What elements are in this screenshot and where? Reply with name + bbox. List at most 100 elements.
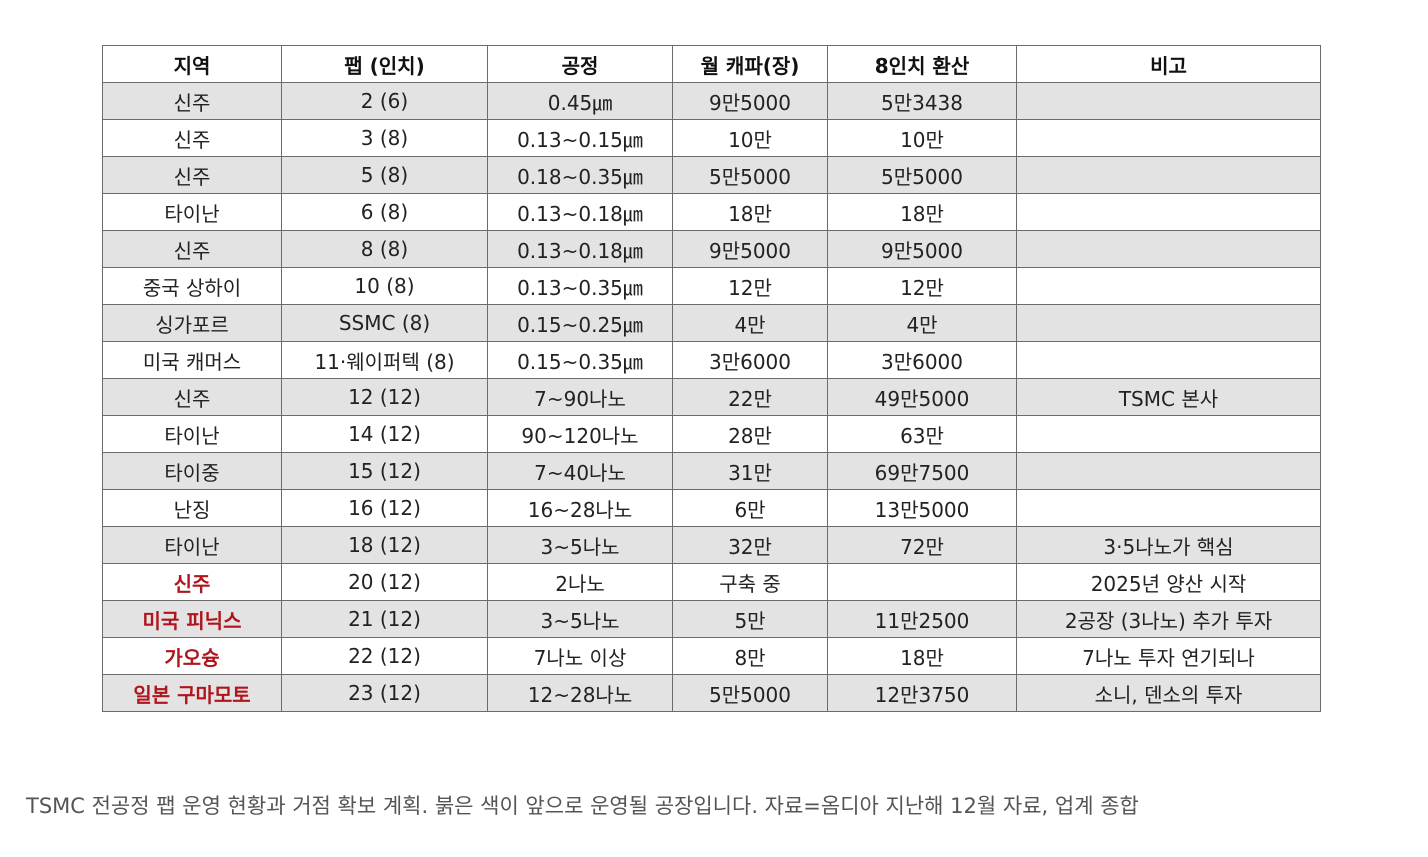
table-header-row: 지역 팹 (인치) 공정 월 캐파(장) 8인치 환산 비고 xyxy=(102,45,1321,83)
table-row: 신주 5 (8) 0.18~0.35㎛ 5만5000 5만5000 xyxy=(102,156,1321,194)
cell-8inch-equivalent: 49만5000 xyxy=(827,378,1017,416)
cell-region: 신주 xyxy=(102,119,282,157)
cell-fab: 3 (8) xyxy=(281,119,488,157)
cell-fab: SSMC (8) xyxy=(281,304,488,342)
cell-capacity: 9만5000 xyxy=(672,82,828,120)
cell-8inch-equivalent: 3만6000 xyxy=(827,341,1017,379)
cell-8inch-equivalent: 11만2500 xyxy=(827,600,1017,638)
cell-note: TSMC 본사 xyxy=(1016,378,1321,416)
cell-capacity: 8만 xyxy=(672,637,828,675)
cell-capacity: 12만 xyxy=(672,267,828,305)
cell-region: 신주 xyxy=(102,82,282,120)
cell-note xyxy=(1016,193,1321,231)
cell-region: 미국 캐머스 xyxy=(102,341,282,379)
cell-8inch-equivalent: 5만5000 xyxy=(827,156,1017,194)
cell-note xyxy=(1016,452,1321,490)
header-note: 비고 xyxy=(1016,45,1321,83)
cell-capacity: 32만 xyxy=(672,526,828,564)
cell-fab: 12 (12) xyxy=(281,378,488,416)
cell-region: 신주 xyxy=(102,378,282,416)
table-row: 일본 구마모토 23 (12) 12~28나노 5만5000 12만3750 소니, 덴소… xyxy=(102,674,1321,712)
table-row: 타이난 18 (12) 3~5나노 32만 72만 3·5나노가 핵심 xyxy=(102,526,1321,564)
cell-region: 신주 xyxy=(102,563,282,601)
header-process: 공정 xyxy=(487,45,673,83)
cell-region: 싱가포르 xyxy=(102,304,282,342)
cell-capacity: 28만 xyxy=(672,415,828,453)
cell-fab: 20 (12) xyxy=(281,563,488,601)
cell-process: 7~40나노 xyxy=(487,452,673,490)
cell-8inch-equivalent: 18만 xyxy=(827,637,1017,675)
table-row: 신주 20 (12) 2나노 구축 중 2025년 양산 시작 xyxy=(102,563,1321,601)
cell-note xyxy=(1016,267,1321,305)
cell-8inch-equivalent: 69만7500 xyxy=(827,452,1017,490)
cell-process: 16~28나노 xyxy=(487,489,673,527)
cell-fab: 18 (12) xyxy=(281,526,488,564)
cell-fab: 8 (8) xyxy=(281,230,488,268)
cell-process: 0.13~0.15㎛ xyxy=(487,119,673,157)
cell-process: 3~5나노 xyxy=(487,600,673,638)
table-row: 신주 2 (6) 0.45㎛ 9만5000 5만3438 xyxy=(102,82,1321,120)
cell-note: 2공장 (3나노) 추가 투자 xyxy=(1016,600,1321,638)
cell-8inch-equivalent: 5만3438 xyxy=(827,82,1017,120)
cell-8inch-equivalent: 72만 xyxy=(827,526,1017,564)
cell-process: 12~28나노 xyxy=(487,674,673,712)
cell-fab: 2 (6) xyxy=(281,82,488,120)
cell-region: 난징 xyxy=(102,489,282,527)
table-row: 타이난 6 (8) 0.13~0.18㎛ 18만 18만 xyxy=(102,193,1321,231)
cell-process: 0.15~0.35㎛ xyxy=(487,341,673,379)
cell-note: 7나노 투자 연기되나 xyxy=(1016,637,1321,675)
cell-capacity: 3만6000 xyxy=(672,341,828,379)
cell-8inch-equivalent: 12만3750 xyxy=(827,674,1017,712)
cell-8inch-equivalent: 10만 xyxy=(827,119,1017,157)
cell-note xyxy=(1016,415,1321,453)
cell-process: 2나노 xyxy=(487,563,673,601)
cell-8inch-equivalent: 12만 xyxy=(827,267,1017,305)
cell-capacity: 9만5000 xyxy=(672,230,828,268)
cell-region: 중국 상하이 xyxy=(102,267,282,305)
cell-capacity: 18만 xyxy=(672,193,828,231)
table-row: 미국 피닉스 21 (12) 3~5나노 5만 11만2500 2공장 (3나노) 추가 … xyxy=(102,600,1321,638)
cell-process: 0.15~0.25㎛ xyxy=(487,304,673,342)
cell-process: 0.18~0.35㎛ xyxy=(487,156,673,194)
cell-process: 0.13~0.18㎛ xyxy=(487,193,673,231)
table-row: 타이중 15 (12) 7~40나노 31만 69만7500 xyxy=(102,452,1321,490)
cell-capacity: 31만 xyxy=(672,452,828,490)
cell-note: 소니, 덴소의 투자 xyxy=(1016,674,1321,712)
cell-8inch-equivalent: 4만 xyxy=(827,304,1017,342)
cell-process: 7나노 이상 xyxy=(487,637,673,675)
cell-capacity: 6만 xyxy=(672,489,828,527)
cell-capacity: 5만5000 xyxy=(672,156,828,194)
cell-8inch-equivalent: 13만5000 xyxy=(827,489,1017,527)
table-row: 중국 상하이 10 (8) 0.13~0.35㎛ 12만 12만 xyxy=(102,267,1321,305)
cell-note: 2025년 양산 시작 xyxy=(1016,563,1321,601)
table-row: 가오슝 22 (12) 7나노 이상 8만 18만 7나노 투자 연기되나 xyxy=(102,637,1321,675)
cell-capacity: 4만 xyxy=(672,304,828,342)
table-row: 미국 캐머스 11·웨이퍼텍 (8) 0.15~0.35㎛ 3만6000 3만6000 xyxy=(102,341,1321,379)
cell-capacity: 22만 xyxy=(672,378,828,416)
cell-process: 0.13~0.18㎛ xyxy=(487,230,673,268)
cell-region: 타이난 xyxy=(102,526,282,564)
cell-fab: 11·웨이퍼텍 (8) xyxy=(281,341,488,379)
table-row: 신주 12 (12) 7~90나노 22만 49만5000 TSMC 본사 xyxy=(102,378,1321,416)
cell-capacity: 5만5000 xyxy=(672,674,828,712)
cell-region: 타이난 xyxy=(102,415,282,453)
cell-note: 3·5나노가 핵심 xyxy=(1016,526,1321,564)
cell-8inch-equivalent: 18만 xyxy=(827,193,1017,231)
cell-note xyxy=(1016,341,1321,379)
cell-fab: 23 (12) xyxy=(281,674,488,712)
cell-fab: 16 (12) xyxy=(281,489,488,527)
cell-fab: 5 (8) xyxy=(281,156,488,194)
cell-8inch-equivalent xyxy=(827,563,1017,601)
cell-note xyxy=(1016,82,1321,120)
table-row: 신주 3 (8) 0.13~0.15㎛ 10만 10만 xyxy=(102,119,1321,157)
cell-region: 타이중 xyxy=(102,452,282,490)
cell-note xyxy=(1016,304,1321,342)
cell-region: 가오슝 xyxy=(102,637,282,675)
cell-note xyxy=(1016,119,1321,157)
table-row: 싱가포르 SSMC (8) 0.15~0.25㎛ 4만 4만 xyxy=(102,304,1321,342)
cell-capacity: 구축 중 xyxy=(672,563,828,601)
cell-fab: 22 (12) xyxy=(281,637,488,675)
cell-process: 3~5나노 xyxy=(487,526,673,564)
cell-fab: 15 (12) xyxy=(281,452,488,490)
cell-8inch-equivalent: 63만 xyxy=(827,415,1017,453)
